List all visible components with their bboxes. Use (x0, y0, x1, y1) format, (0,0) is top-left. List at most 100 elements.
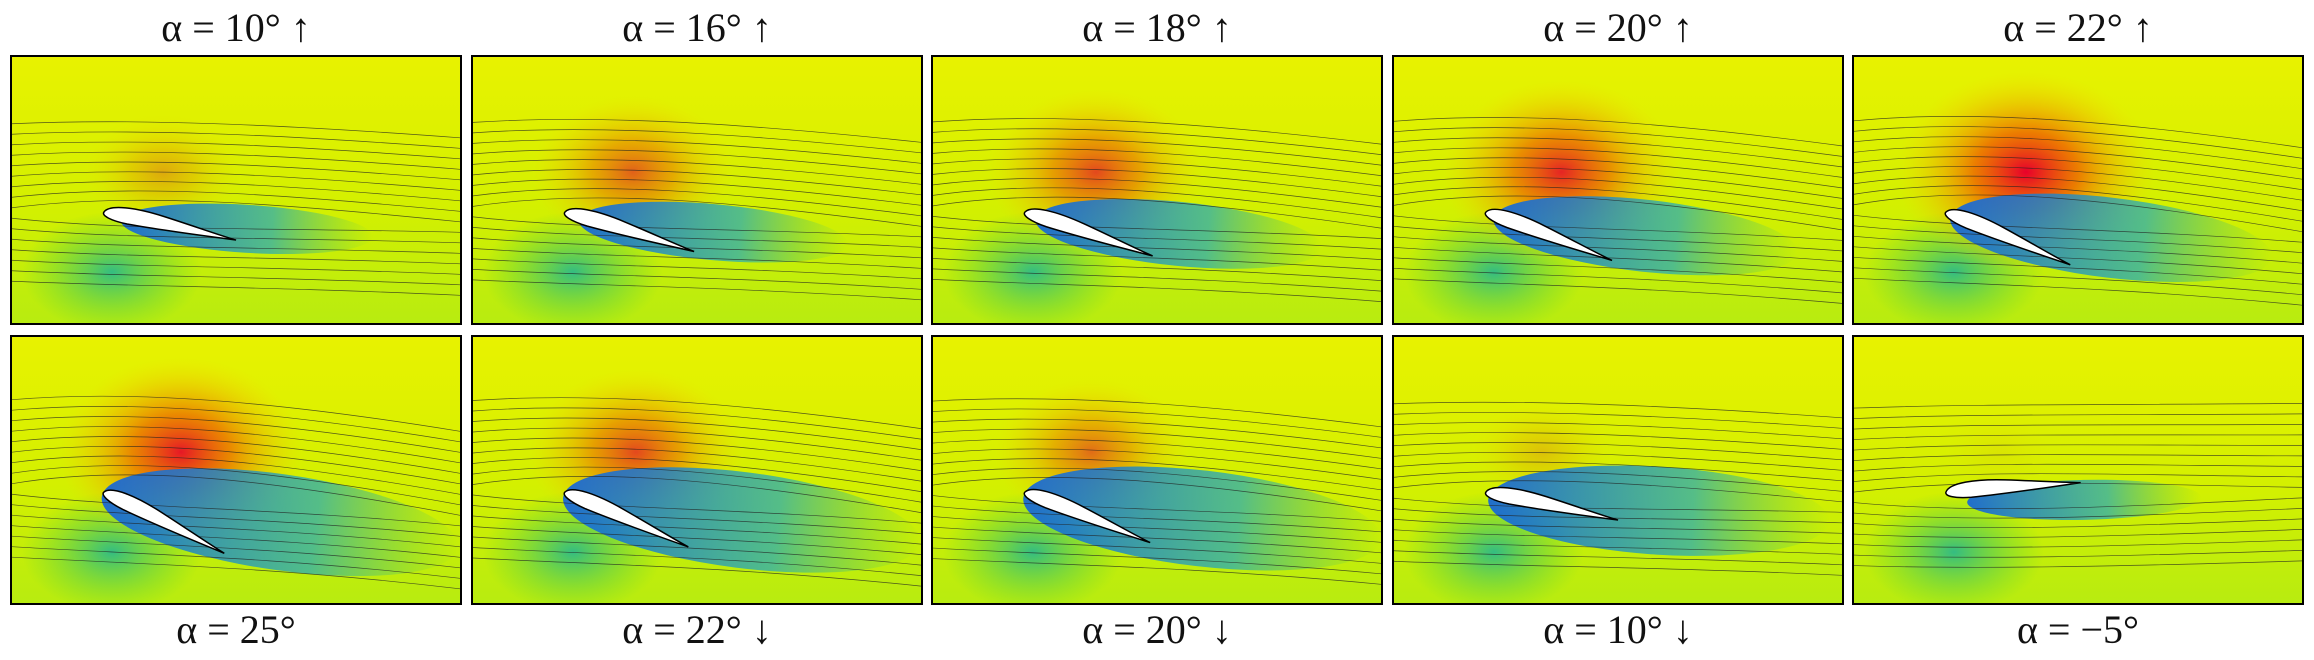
streamline (933, 495, 1381, 522)
airfoil (1023, 208, 1153, 257)
streamline (473, 397, 921, 429)
streamline (1854, 444, 2302, 451)
streamline (933, 458, 1381, 491)
streamline (12, 436, 460, 474)
streamline (933, 537, 1381, 564)
streamline (1854, 235, 2302, 264)
streamline (1394, 461, 1842, 482)
streamline (1394, 508, 1842, 524)
streamline (1394, 529, 1842, 545)
streamline (1854, 413, 2302, 419)
streamline (1394, 176, 1842, 210)
streamline (933, 247, 1381, 271)
streamline (473, 237, 921, 259)
streamline (473, 494, 921, 524)
streamline (1854, 454, 2302, 461)
streamline (1854, 434, 2302, 440)
streamline (12, 445, 460, 485)
flow-panel (1852, 335, 2304, 605)
wake (1023, 466, 1381, 571)
airfoil (1945, 478, 2081, 499)
streamline (12, 238, 460, 254)
flow-panel (10, 335, 462, 605)
streamline (933, 258, 1381, 281)
streamline (473, 149, 921, 175)
streamline (473, 447, 921, 482)
streamline (933, 118, 1381, 145)
streamline (12, 426, 460, 464)
streamline (1394, 257, 1842, 283)
streamline (1394, 442, 1842, 461)
flow-field (1394, 57, 1842, 323)
streamline (933, 216, 1381, 239)
streamline (12, 465, 460, 506)
streamline (12, 493, 460, 527)
flow-panel (471, 335, 923, 605)
airfoil (563, 489, 689, 548)
streamline (933, 168, 1381, 197)
streamline (933, 177, 1381, 208)
streamline (473, 437, 921, 471)
panel-label: α = 22° ↓ (622, 607, 772, 652)
streamline (933, 398, 1381, 428)
streamline (473, 178, 921, 206)
streamline (1394, 246, 1842, 273)
streamline (1394, 236, 1842, 262)
flow-field (473, 57, 921, 323)
streamline (473, 139, 921, 164)
streamline (473, 216, 921, 238)
streamline (12, 259, 460, 275)
streamline (933, 408, 1381, 438)
streamline (1394, 186, 1842, 220)
flow-panel (1392, 55, 1844, 325)
wake (578, 201, 848, 263)
streamline (1394, 215, 1842, 241)
streamline (12, 190, 460, 212)
streamline (12, 199, 460, 223)
streamline (1854, 277, 2302, 306)
streamline (933, 187, 1381, 218)
streamline (1854, 136, 2302, 170)
flow-panel (471, 55, 923, 325)
streamline (1854, 175, 2302, 212)
streamline (12, 525, 460, 558)
flow-panel (931, 335, 1383, 605)
streamline (1394, 278, 1842, 304)
streamline (12, 474, 460, 516)
streamline (12, 131, 460, 149)
streamline (1854, 518, 2302, 529)
streamline (933, 148, 1381, 176)
streamline (1854, 424, 2302, 430)
streamline (933, 268, 1381, 292)
panel-label: α = 10° ↓ (1543, 607, 1693, 652)
streamline (1854, 225, 2302, 254)
streamline (473, 269, 921, 290)
low-region (1864, 492, 2044, 603)
flow-field (12, 337, 460, 603)
streamline (1394, 117, 1842, 147)
streamline (473, 227, 921, 248)
streamline (1394, 432, 1842, 450)
streamline (473, 188, 921, 217)
streamline (1394, 550, 1842, 566)
streamline (1854, 214, 2302, 243)
streamline (12, 406, 460, 443)
streamline (12, 249, 460, 265)
flow-field (12, 57, 460, 323)
streamline (1394, 471, 1842, 492)
wake (1493, 196, 1798, 276)
streamline (933, 428, 1381, 459)
streamline (473, 279, 921, 301)
streamline (473, 258, 921, 280)
streamline (1394, 560, 1842, 576)
streamline (1854, 497, 2302, 510)
streamline (473, 466, 921, 503)
streamline (1394, 412, 1842, 429)
streamline (1394, 401, 1842, 419)
streamline (12, 395, 460, 432)
streamline (473, 515, 921, 545)
streamline (12, 546, 460, 579)
streamline (933, 138, 1381, 166)
streamline (1854, 529, 2302, 538)
streamline (12, 228, 460, 244)
